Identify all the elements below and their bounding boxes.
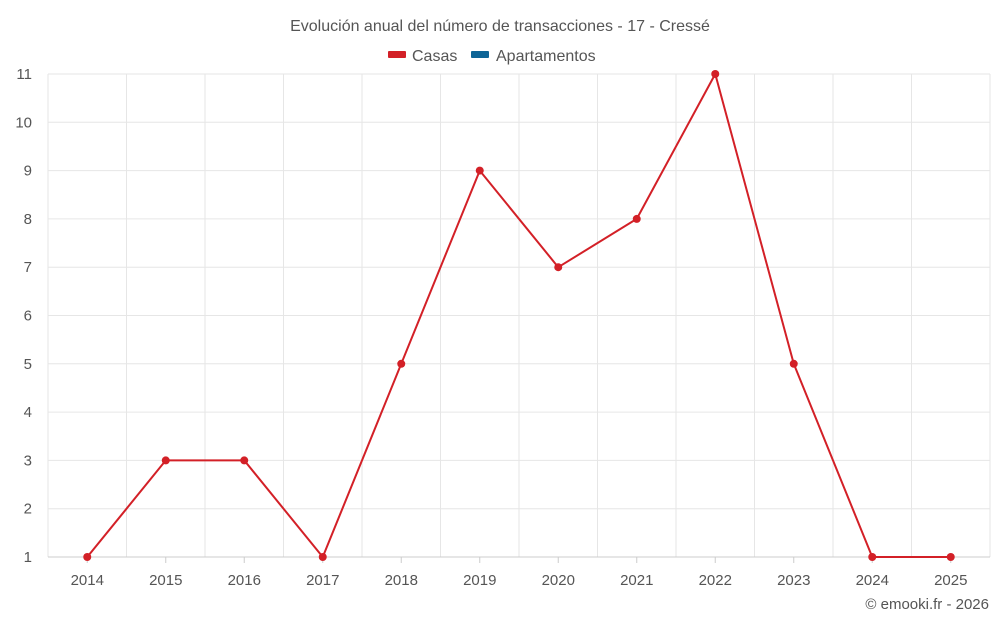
legend: Casas Apartamentos: [388, 48, 596, 65]
x-tick-label: 2016: [228, 572, 261, 589]
x-tick-label: 2018: [385, 572, 418, 589]
data-point[interactable]: [397, 359, 406, 368]
data-point[interactable]: [240, 456, 249, 465]
x-tick-label: 2017: [306, 572, 339, 589]
chart-title: Evolución anual del número de transaccio…: [290, 18, 710, 35]
y-tick-label: 9: [24, 163, 32, 180]
x-tick-label: 2019: [463, 572, 496, 589]
y-tick-label: 10: [15, 114, 32, 131]
y-tick-label: 1: [24, 549, 32, 566]
x-tick-label: 2021: [620, 572, 653, 589]
legend-label-apartamentos: Apartamentos: [496, 48, 596, 65]
data-point[interactable]: [318, 553, 327, 561]
legend-label-casas: Casas: [412, 48, 457, 65]
data-point[interactable]: [475, 166, 484, 175]
x-tick-label: 2022: [699, 572, 732, 589]
x-tick-label: 2023: [777, 572, 810, 589]
y-tick-label: 4: [24, 404, 32, 421]
y-tick-label: 2: [24, 501, 32, 518]
data-point[interactable]: [83, 553, 92, 561]
legend-item-apartamentos[interactable]: Apartamentos: [471, 48, 596, 65]
y-tick-label: 11: [16, 66, 32, 83]
data-point[interactable]: [946, 553, 955, 561]
data-point[interactable]: [868, 553, 877, 561]
y-tick-label: 6: [24, 308, 32, 325]
grid: [47, 73, 991, 558]
credit-text: © emooki.fr - 2026: [865, 596, 989, 613]
data-point[interactable]: [789, 359, 798, 368]
data-point[interactable]: [632, 214, 641, 223]
legend-item-casas[interactable]: Casas: [388, 48, 457, 65]
y-tick-label: 7: [24, 259, 32, 276]
x-tick-label: 2020: [542, 572, 575, 589]
legend-swatch-casas: [388, 51, 406, 58]
series-casas: [83, 70, 955, 561]
x-tick-label: 2024: [856, 572, 889, 589]
axes: 1 2 3 4 5 6 7 8 9 10 11 2014 2015 2016 2017 2018 2019 202…: [15, 66, 990, 589]
x-tick-label: 2014: [71, 572, 104, 589]
legend-swatch-apartamentos: [471, 51, 489, 58]
data-point[interactable]: [161, 456, 170, 465]
y-tick-label: 5: [24, 356, 32, 373]
data-point[interactable]: [711, 70, 720, 78]
y-tick-label: 3: [24, 452, 32, 469]
y-tick-label: 8: [24, 211, 32, 228]
series-line-casas: [86, 73, 951, 558]
data-point[interactable]: [554, 263, 563, 272]
x-tick-label: 2015: [149, 572, 182, 589]
x-tick-label: 2025: [934, 572, 967, 589]
